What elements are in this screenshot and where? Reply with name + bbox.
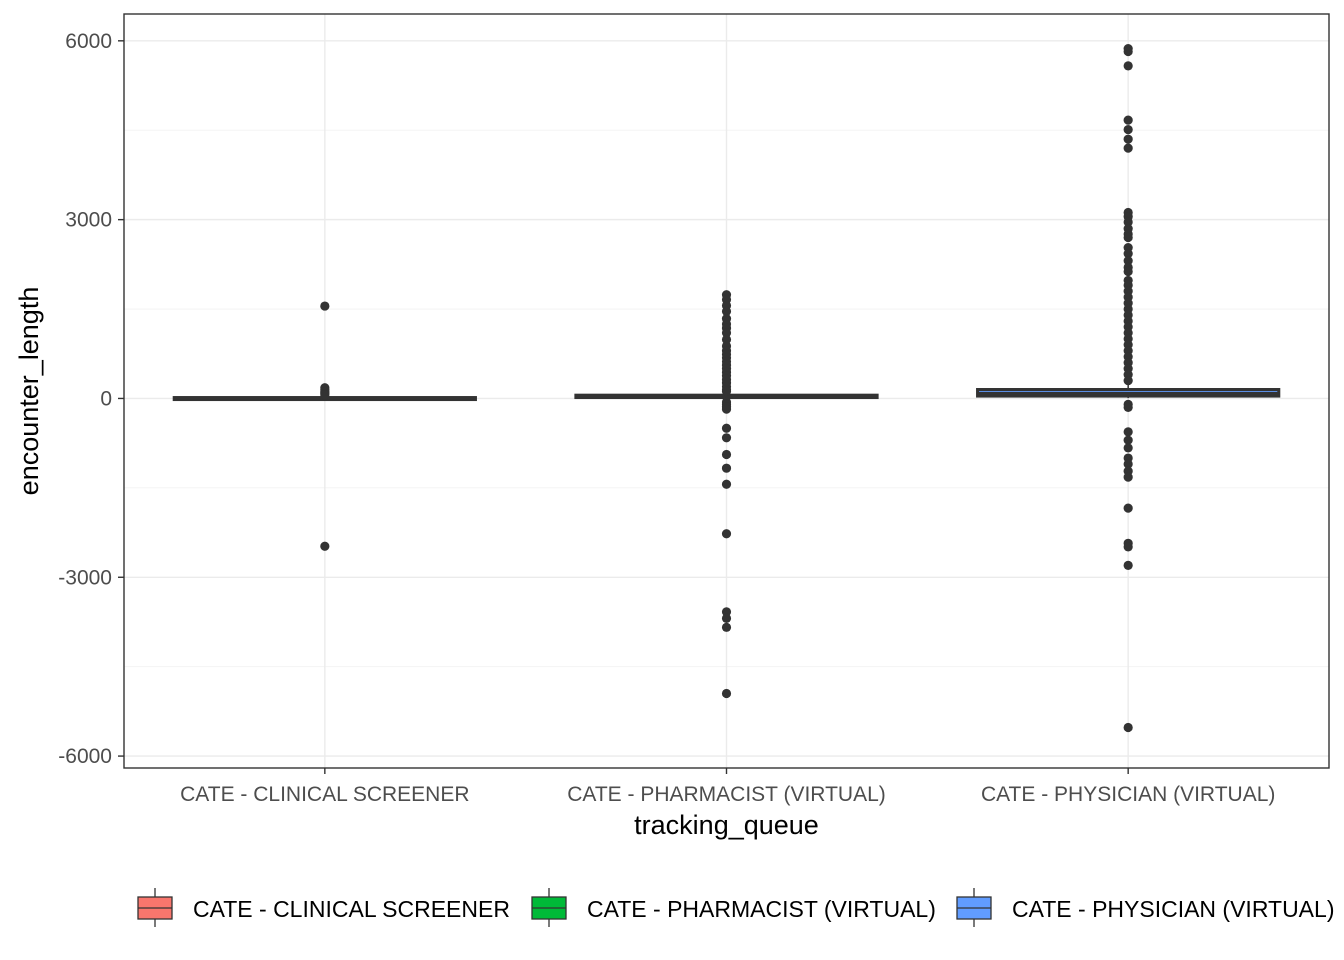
y-tick-label: 0 [100, 387, 112, 410]
outlier-point [721, 328, 732, 338]
outlier-point [721, 423, 732, 433]
outlier-point [1123, 472, 1133, 482]
outlier-point [1123, 542, 1133, 552]
outlier-point [1123, 125, 1133, 135]
y-tick-label: -3000 [58, 566, 112, 589]
outlier-point [1123, 443, 1133, 453]
outlier-point [1123, 232, 1133, 243]
outlier-point [721, 479, 732, 489]
legend-label: CATE - CLINICAL SCREENER [193, 896, 510, 922]
y-tick-label: 6000 [65, 30, 112, 53]
outlier-point [721, 306, 732, 317]
y-axis-title: encounter_length [14, 287, 44, 496]
x-tick-label: CATE - PHARMACIST (VIRTUAL) [567, 783, 886, 806]
outlier-point [1123, 459, 1133, 469]
outlier-point [721, 613, 732, 623]
outlier-point [1123, 134, 1133, 144]
outlier-point [1123, 217, 1133, 227]
outlier-point [1123, 249, 1133, 259]
outlier-point [1123, 266, 1133, 277]
legend-label: CATE - PHYSICIAN (VIRTUAL) [1012, 896, 1334, 922]
legend: CATE - CLINICAL SCREENER CATE - PHARMACIS… [137, 888, 1334, 927]
outlier-point [721, 463, 732, 473]
outlier-point [721, 386, 732, 396]
legend-label: CATE - PHARMACIST (VIRTUAL) [587, 896, 936, 922]
outlier-point [320, 301, 330, 311]
outlier-point [1123, 143, 1133, 153]
outlier-point [721, 449, 732, 460]
outlier-point [1123, 402, 1133, 412]
outlier-point [1123, 375, 1133, 386]
outlier-point [1123, 115, 1133, 125]
y-tick-label: -6000 [58, 745, 112, 768]
outlier-point [721, 404, 732, 414]
outlier-point [721, 433, 732, 443]
outlier-point [1123, 427, 1133, 437]
outlier-point [721, 688, 732, 699]
outlier-point [721, 334, 732, 345]
outlier-point [1123, 722, 1133, 733]
y-tick-label: 3000 [65, 209, 112, 232]
outlier-point [1123, 435, 1133, 445]
outlier-point [721, 529, 732, 539]
outlier-point [1123, 256, 1133, 266]
axes: -6000 -3000 0 3000 6000 CATE - CLINICAL SCREE… [58, 30, 1275, 806]
outlier-point [1123, 61, 1133, 71]
outlier-point [721, 607, 732, 617]
outlier-point [1123, 503, 1133, 513]
outlier-point [721, 622, 732, 632]
x-tick-label: CATE - CLINICAL SCREENER [180, 783, 469, 806]
x-axis-title: tracking_queue [634, 810, 819, 840]
x-tick-label: CATE - PHYSICIAN (VIRTUAL) [981, 783, 1275, 806]
outlier-point [1123, 560, 1133, 570]
outlier-point [320, 390, 330, 400]
outlier-points [320, 43, 1133, 733]
outlier-point [1123, 46, 1133, 57]
outlier-point [320, 541, 330, 551]
